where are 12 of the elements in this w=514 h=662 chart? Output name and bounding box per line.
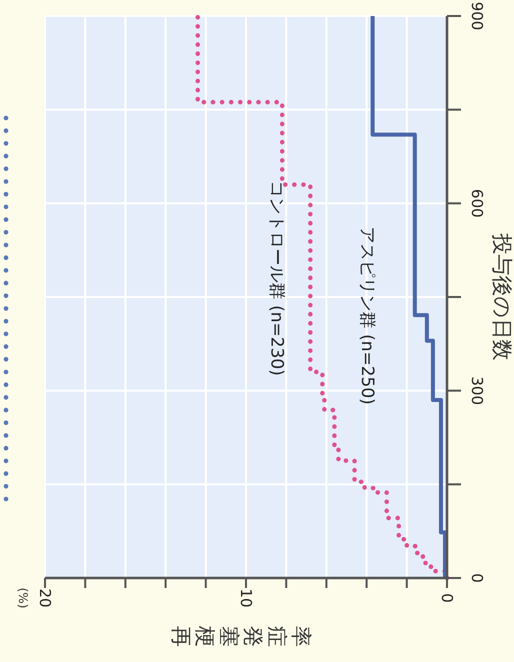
text: アスピリン群 (n=250)	[356, 226, 377, 405]
text: (%)	[16, 588, 30, 608]
text: コントロール群 (n=230)	[266, 180, 286, 376]
y-tick-label: 0	[468, 573, 486, 583]
x-axis-title: 再梗塞発症率	[169, 625, 313, 650]
y-axis-title: 投与後の日数	[490, 232, 514, 360]
y-tick-label: 600	[468, 189, 486, 218]
x-tick-label: 10	[237, 588, 255, 608]
y-tick-label: 300	[468, 376, 486, 405]
x-tick-label: 0	[438, 593, 456, 603]
x-tick-label: 20	[36, 588, 54, 608]
y-tick-label: 900	[468, 2, 486, 30]
